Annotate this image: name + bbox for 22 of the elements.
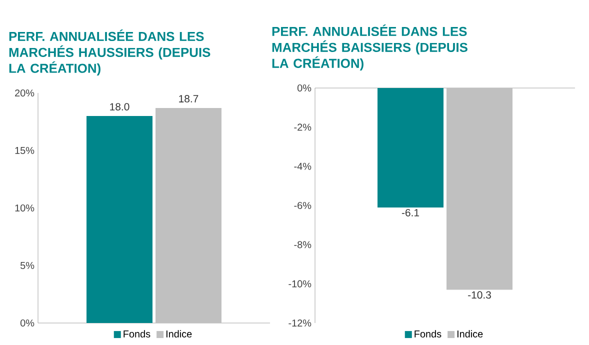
y-tick-label: -4%	[294, 162, 312, 170]
legend-label: Indice	[166, 330, 192, 338]
data-label: -10.3	[468, 291, 491, 299]
y-tick-label: 0%	[20, 319, 34, 327]
y-tick-label: 5%	[20, 262, 34, 269]
legend-label: Fonds	[124, 330, 150, 338]
y-tick-label: -8%	[294, 241, 312, 248]
y-tick-label: 0%	[297, 84, 312, 92]
data-label: -6.1	[402, 208, 419, 216]
data-label: 18.7	[179, 95, 198, 102]
y-tick-label: -6%	[294, 202, 312, 210]
data-label: 18.0	[110, 103, 130, 110]
y-tick-label: -12%	[288, 319, 312, 327]
y-tick-label: -2%	[294, 124, 312, 131]
legend-label: Fonds	[414, 330, 442, 338]
y-tick-label: 15%	[15, 146, 34, 154]
chart-title: PERF. ANNUALISÉE DANS LES MARCHÉS BAISSIERS (DEPUIS LA CRÉATION)	[272, 24, 468, 70]
y-tick-label: -10%	[288, 280, 312, 288]
y-tick-label: 20%	[15, 89, 34, 97]
legend-label: Indice	[457, 330, 483, 338]
chart-title: PERF. ANNUALISÉE DANS LES MARCHÉS HAUSSIERS (DEPUIS LA CRÉATION)	[9, 29, 210, 76]
y-tick-label: 10%	[15, 204, 34, 212]
